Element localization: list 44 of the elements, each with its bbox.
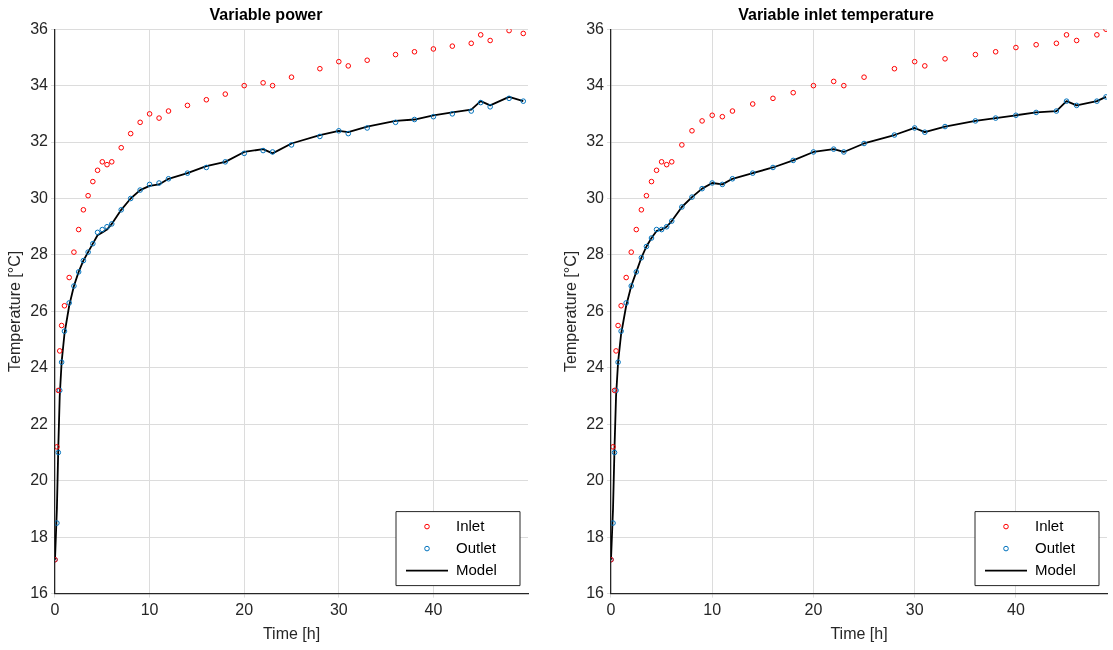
x-tick-label: 40 [1007,600,1025,618]
x-tick-label: 40 [424,600,443,618]
y-tick-label: 18 [586,527,605,545]
x-tick-label: 30 [329,600,348,618]
legend-label: Inlet [1035,516,1065,534]
x-axis-title: Time [h] [830,624,888,642]
x-tick-label: 20 [804,600,823,618]
chart-title: Variable inlet temperature [738,6,934,24]
y-tick-label: 32 [30,132,49,150]
y-tick-label: 28 [30,245,49,263]
y-tick-label: 24 [586,358,605,376]
y-tick-label: 18 [30,527,49,545]
x-tick-label: 0 [50,600,60,618]
y-tick-label: 24 [30,358,49,376]
y-tick-label: 32 [586,132,605,150]
y-tick-label: 22 [586,414,605,432]
y-axis-title: Temperature [°C] [562,250,580,372]
x-tick-label: 0 [606,600,616,618]
y-axis-title: Temperature [°C] [6,250,24,372]
y-tick-label: 28 [586,245,605,263]
y-tick-label: 34 [30,76,49,94]
legend-label: Outlet [1035,538,1076,556]
y-tick-label: 36 [30,19,49,37]
legend-label: Model [1035,560,1076,578]
legend-label: Model [456,560,497,578]
y-tick-label: 22 [30,414,49,432]
chart-title: Variable power [209,6,323,24]
y-tick-label: 26 [586,301,605,319]
x-tick-label: 10 [703,600,722,618]
y-tick-label: 20 [586,471,605,489]
y-tick-label: 20 [30,471,49,489]
x-tick-label: 10 [140,600,159,618]
y-tick-label: 30 [30,188,49,206]
x-tick-label: 30 [905,600,924,618]
x-tick-label: 20 [235,600,254,618]
y-tick-label: 36 [586,19,605,37]
legend-label: Outlet [456,538,497,556]
y-tick-label: 34 [586,76,605,94]
y-tick-label: 16 [30,584,49,602]
y-tick-label: 16 [586,584,605,602]
y-tick-label: 30 [586,188,605,206]
legend-label: Inlet [456,516,486,534]
x-axis-title: Time [h] [262,624,321,642]
y-tick-label: 26 [30,301,49,319]
